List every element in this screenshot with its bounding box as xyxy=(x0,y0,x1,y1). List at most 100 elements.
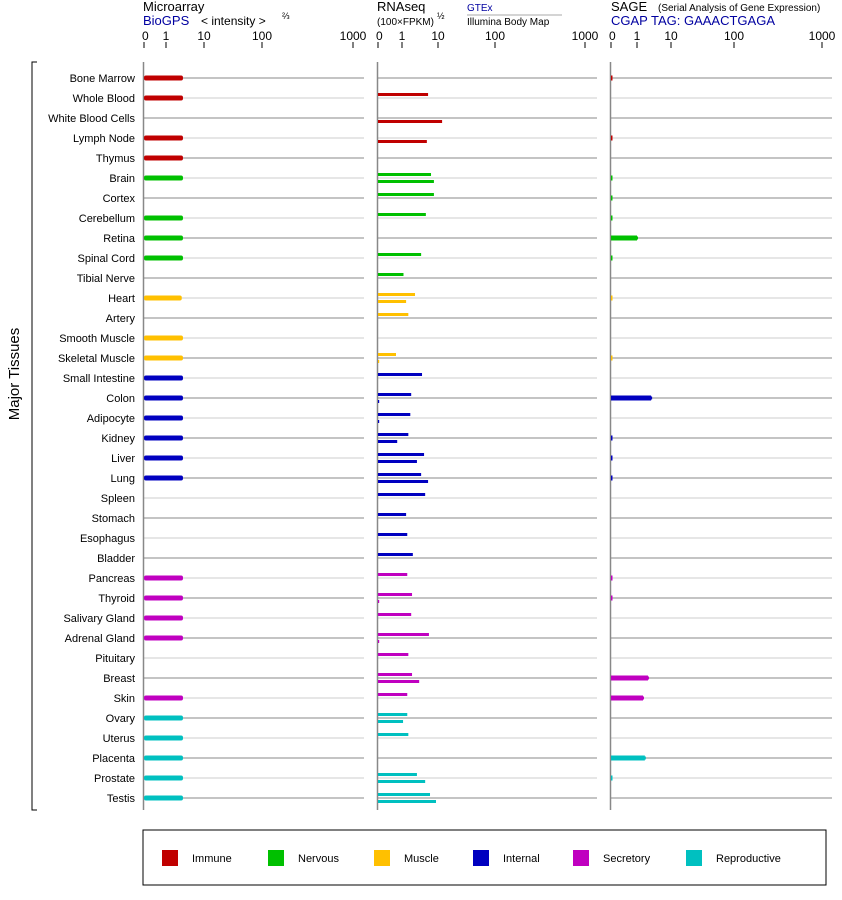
gtex-link[interactable]: GTEx xyxy=(467,3,493,14)
gtex-bar[interactable] xyxy=(378,173,432,176)
microarray-bar[interactable] xyxy=(144,135,183,141)
illumina-bar[interactable] xyxy=(378,780,426,783)
microarray-bar[interactable] xyxy=(144,635,183,641)
gtex-bar[interactable] xyxy=(378,433,409,436)
sage-bar[interactable] xyxy=(611,135,613,141)
sage-bar[interactable] xyxy=(611,455,613,461)
sage-bar[interactable] xyxy=(611,215,613,221)
illumina-bar[interactable] xyxy=(378,720,404,723)
microarray-bar[interactable] xyxy=(144,95,183,101)
microarray-bar[interactable] xyxy=(144,395,183,401)
sage-bar[interactable] xyxy=(611,255,613,261)
gtex-bar[interactable] xyxy=(378,733,409,736)
gtex-bar[interactable] xyxy=(378,413,411,416)
gtex-bar[interactable] xyxy=(378,393,412,396)
illumina-bar[interactable] xyxy=(378,120,443,123)
microarray-bar[interactable] xyxy=(144,695,183,701)
microarray-bar[interactable] xyxy=(144,335,183,341)
microarray-bar[interactable] xyxy=(144,455,183,461)
illumina-bar[interactable] xyxy=(378,800,437,803)
sage-bar[interactable] xyxy=(611,755,645,761)
microarray-bar[interactable] xyxy=(144,715,183,721)
gtex-bar[interactable] xyxy=(378,473,422,476)
gtex-bar[interactable] xyxy=(378,213,426,216)
microarray-bar[interactable] xyxy=(144,375,183,381)
illumina-bar[interactable] xyxy=(378,180,434,183)
gtex-bar[interactable] xyxy=(378,93,429,96)
microarray-bar[interactable] xyxy=(144,435,183,441)
illumina-bar[interactable] xyxy=(378,680,420,683)
sage-bar[interactable] xyxy=(611,775,613,781)
gtex-bar[interactable] xyxy=(378,533,408,536)
gtex-bar[interactable] xyxy=(378,693,408,696)
sage-bar[interactable] xyxy=(611,235,637,241)
sage-tag-link[interactable]: CGAP TAG: GAAACTGAGA xyxy=(611,13,775,28)
microarray-bar[interactable] xyxy=(144,215,183,221)
illumina-bar[interactable] xyxy=(378,360,380,363)
microarray-bar[interactable] xyxy=(144,255,183,261)
illumina-bar[interactable] xyxy=(378,400,380,403)
illumina-bar[interactable] xyxy=(378,300,407,303)
illumina-bar[interactable] xyxy=(378,420,380,423)
tissue-label: Ovary xyxy=(106,713,136,725)
sage-bar[interactable] xyxy=(611,175,613,181)
gtex-bar[interactable] xyxy=(378,373,423,376)
gtex-bar[interactable] xyxy=(378,293,416,296)
microarray-bar[interactable] xyxy=(144,295,182,301)
gtex-bar[interactable] xyxy=(378,353,396,356)
microarray-bar[interactable] xyxy=(144,235,183,241)
gtex-bar[interactable] xyxy=(378,713,408,716)
microarray-bar[interactable] xyxy=(144,475,183,481)
microarray-bar[interactable] xyxy=(144,75,183,81)
microarray-bar[interactable] xyxy=(144,155,183,161)
sage-bar[interactable] xyxy=(611,595,613,601)
microarray-bar[interactable] xyxy=(144,735,183,741)
biogps-link[interactable]: BioGPS xyxy=(143,13,190,28)
gtex-bar[interactable] xyxy=(378,633,429,636)
microarray-bar[interactable] xyxy=(144,755,183,761)
gtex-bar[interactable] xyxy=(378,193,434,196)
gtex-bar[interactable] xyxy=(378,453,425,456)
gtex-bar[interactable] xyxy=(378,573,408,576)
illumina-bar[interactable] xyxy=(378,600,380,603)
sage-bar[interactable] xyxy=(611,395,652,401)
gtex-bar[interactable] xyxy=(378,253,422,256)
microarray-bar[interactable] xyxy=(144,615,183,621)
illumina-bar[interactable] xyxy=(378,440,398,443)
axis-tick-label: 1 xyxy=(163,29,170,43)
illumina-bar[interactable] xyxy=(378,460,417,463)
illumina-bar[interactable] xyxy=(378,480,429,483)
gtex-bar[interactable] xyxy=(378,273,404,276)
gtex-bar[interactable] xyxy=(378,593,413,596)
microarray-bar[interactable] xyxy=(144,415,183,421)
gtex-bar[interactable] xyxy=(378,613,412,616)
illumina-bar[interactable] xyxy=(378,640,380,643)
sage-bar[interactable] xyxy=(611,195,613,201)
microarray-bar[interactable] xyxy=(144,775,183,781)
microarray-bar[interactable] xyxy=(144,355,183,361)
sage-bar[interactable] xyxy=(611,295,613,301)
sage-bar[interactable] xyxy=(611,575,613,581)
microarray-bar[interactable] xyxy=(144,595,183,601)
sage-bar[interactable] xyxy=(611,475,613,481)
gtex-bar[interactable] xyxy=(378,653,409,656)
gtex-bar[interactable] xyxy=(378,513,407,516)
tissue-label: Lung xyxy=(111,473,135,485)
gtex-bar[interactable] xyxy=(378,493,426,496)
tissue-label: Whole Blood xyxy=(73,93,135,105)
sage-bar[interactable] xyxy=(611,75,613,81)
sage-bar[interactable] xyxy=(611,675,648,681)
sage-bar[interactable] xyxy=(611,695,643,701)
gtex-bar[interactable] xyxy=(378,793,431,796)
gtex-bar[interactable] xyxy=(378,313,409,316)
microarray-bar[interactable] xyxy=(144,795,183,801)
sage-bar[interactable] xyxy=(611,355,613,361)
sage-bar[interactable] xyxy=(611,435,613,441)
microarray-bar[interactable] xyxy=(144,575,183,581)
gtex-bar[interactable] xyxy=(378,553,413,556)
gtex-bar[interactable] xyxy=(378,673,413,676)
rnaseq-unit-exponent: ½ xyxy=(437,11,445,21)
microarray-bar[interactable] xyxy=(144,175,183,181)
gtex-bar[interactable] xyxy=(378,773,417,776)
illumina-bar[interactable] xyxy=(378,140,427,143)
